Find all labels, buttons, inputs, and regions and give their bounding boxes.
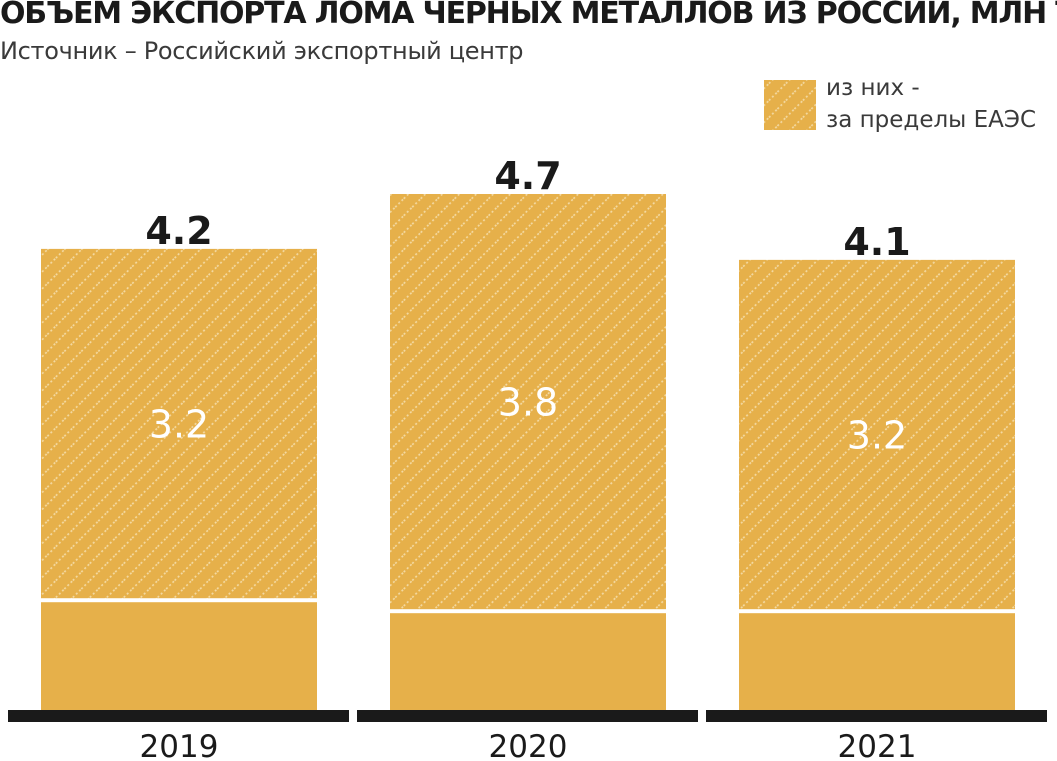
bar-inner-label: 3.2 [149, 403, 209, 447]
bar-separator [41, 598, 317, 603]
bars-group: 4.2 3.2 2019 4.7 3.8 2020 4.1 3.2 2021 [8, 154, 1047, 761]
x-tick-label: 2019 [140, 729, 219, 761]
legend: из них - за пределы ЕАЭС [764, 72, 1054, 134]
bar-segment-hatched [390, 194, 666, 612]
bar-value-label: 4.2 [145, 209, 212, 253]
bar-segment-solid [41, 600, 317, 710]
bar-segment-hatched [739, 259, 1015, 612]
bar-inner-label: 3.8 [498, 381, 558, 425]
chart-title: ОБЪЕМ ЭКСПОРТА ЛОМА ЧЕРНЫХ МЕТАЛЛОВ ИЗ Р… [0, 0, 1057, 31]
legend-label-line1: из них - [826, 75, 920, 101]
bar-value-label: 4.7 [494, 154, 561, 198]
bar-separator [739, 609, 1015, 614]
x-tick-label: 2021 [838, 729, 917, 761]
legend-swatch-rect [764, 80, 816, 130]
axis-baseline-segment [8, 710, 349, 722]
bar-value-label: 4.1 [843, 220, 910, 264]
axis-baseline-segment [706, 710, 1047, 722]
chart-subtitle: Источник – Российский экспортный центр [0, 37, 524, 65]
axis-baseline-segment [357, 710, 698, 722]
legend-swatch [764, 80, 816, 130]
bar-inner-label: 3.2 [847, 414, 907, 458]
bar-segment-solid [739, 611, 1015, 710]
bar-segment-hatched [41, 248, 317, 601]
x-tick-label: 2020 [489, 729, 568, 761]
legend-label: из них - за пределы ЕАЭС [826, 72, 1036, 136]
bar-separator [390, 609, 666, 614]
legend-label-line2: за пределы ЕАЭС [826, 107, 1037, 133]
bar-segment-solid [390, 611, 666, 710]
